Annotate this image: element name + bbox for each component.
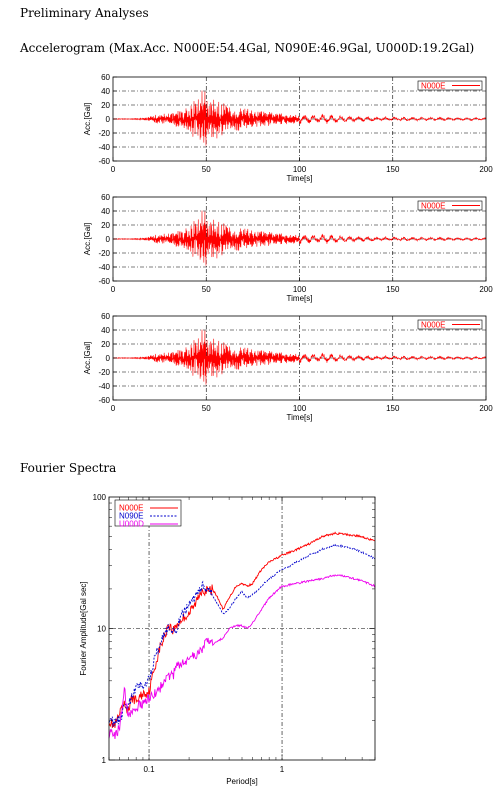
fourier-spectra-heading: Fourier Spectra (20, 461, 117, 475)
y-tick-label: 60 (101, 312, 110, 321)
fourier-spectra-chart: 0.1 1 1 10 100 Period[s] Fourier Amplitude[Gal… (79, 493, 376, 786)
x-tick-label: 150 (386, 165, 400, 174)
y-tick-label: 20 (101, 340, 110, 349)
legend-label-n000e: N000E (119, 504, 143, 513)
x-tick-label: 0 (111, 165, 116, 174)
y-tick-label: 60 (101, 73, 110, 82)
series-line-n000e (108, 531, 376, 729)
y-tick-label: 0 (106, 354, 111, 363)
x-tick-label: 50 (202, 285, 211, 294)
x-tick-label: 0 (111, 285, 116, 294)
y-tick-label: 60 (101, 193, 110, 202)
legend-box (417, 80, 483, 91)
x-tick-label: 50 (202, 404, 211, 413)
y-tick-label: -20 (98, 129, 110, 138)
page-title: Preliminary Analyses (20, 6, 149, 20)
y-tick-label: 0 (106, 235, 111, 244)
y-axis-label: Acc.[Gal] (83, 223, 92, 255)
x-tick-label: 150 (386, 285, 400, 294)
series-line-n000e (112, 329, 487, 385)
legend-label-n090e: N090E (119, 512, 143, 521)
x-tick-label: 200 (479, 404, 493, 413)
y-tick-label: 40 (101, 87, 110, 96)
y-axis-label: Fourier Amplitude[Gal sec] (79, 581, 88, 675)
x-axis-label: Time[s] (287, 174, 313, 183)
legend-label: N000E (421, 202, 445, 211)
x-tick-label: 0 (111, 404, 116, 413)
legend-box (417, 200, 483, 211)
series-line-n090e (108, 543, 376, 727)
y-tick-label: -40 (98, 382, 110, 391)
y-tick-label: -20 (98, 368, 110, 377)
accelerogram-heading: Accelerogram (Max.Acc. N000E:54.4Gal, N0… (20, 41, 475, 55)
y-tick-label: -20 (98, 249, 110, 258)
x-tick-label: 0.1 (143, 765, 155, 774)
y-tick-label: 40 (101, 326, 110, 335)
y-tick-label: -60 (98, 157, 110, 166)
y-tick-label: 40 (101, 207, 110, 216)
accelerogram-1: -60 -40 -20 0 20 40 60 0 50 100 150 200 Time[s] Acc.[… (83, 73, 493, 183)
y-axis-label: Acc.[Gal] (83, 103, 92, 135)
y-tick-label: 1 (102, 756, 107, 765)
y-tick-label: -40 (98, 143, 110, 152)
x-tick-label: 1 (280, 765, 285, 774)
y-tick-label: 10 (97, 625, 106, 634)
y-tick-label: 100 (93, 493, 107, 502)
y-tick-label: 20 (101, 221, 110, 230)
x-tick-label: 200 (479, 165, 493, 174)
series-line-u000d (108, 574, 376, 739)
series-line-n000e (112, 210, 487, 266)
x-axis-label: Period[s] (226, 777, 258, 786)
legend-label-u000d: U000D (119, 520, 144, 529)
accelerogram-3: -60 -40 -20 0 20 40 60 0 50 100 150 200 Time[s] Acc.[… (83, 312, 493, 422)
legend-box (417, 319, 483, 330)
x-tick-label: 100 (293, 285, 307, 294)
accelerogram-2: -60 -40 -20 0 20 40 60 0 50 100 150 200 Time[s] Acc.[… (83, 193, 493, 303)
y-axis-label: Acc.[Gal] (83, 342, 92, 374)
y-tick-label: -60 (98, 396, 110, 405)
series-line-n000e (112, 90, 487, 146)
x-axis-label: Time[s] (287, 294, 313, 303)
x-tick-label: 150 (386, 404, 400, 413)
y-tick-label: 0 (106, 115, 111, 124)
y-tick-label: 20 (101, 101, 110, 110)
x-axis-label: Time[s] (287, 413, 313, 422)
y-tick-label: -60 (98, 277, 110, 286)
legend-label: N000E (421, 82, 445, 91)
x-tick-label: 100 (293, 404, 307, 413)
legend-box (114, 499, 182, 527)
x-tick-label: 200 (479, 285, 493, 294)
legend-label: N000E (421, 321, 445, 330)
y-tick-label: -40 (98, 263, 110, 272)
x-tick-label: 100 (293, 165, 307, 174)
x-tick-label: 50 (202, 165, 211, 174)
